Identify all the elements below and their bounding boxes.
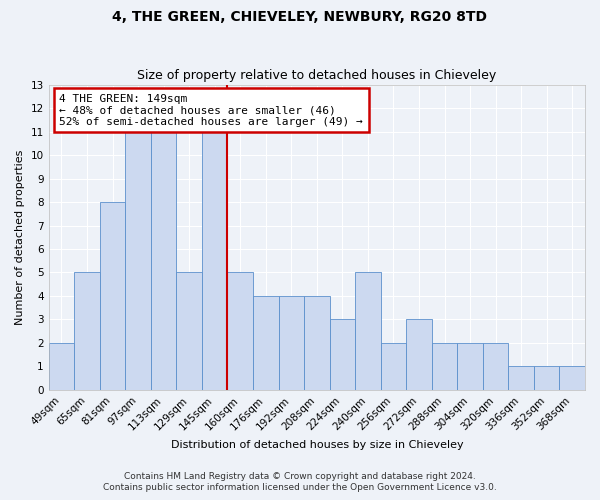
Bar [176, 272, 202, 390]
Y-axis label: Number of detached properties: Number of detached properties [15, 150, 25, 325]
Title: Size of property relative to detached houses in Chieveley: Size of property relative to detached ho… [137, 69, 496, 82]
Bar [432, 343, 457, 390]
Bar [329, 320, 355, 390]
Bar [74, 272, 100, 390]
Bar [534, 366, 559, 390]
Bar [151, 132, 176, 390]
Bar [406, 320, 432, 390]
Bar [278, 296, 304, 390]
Bar [100, 202, 125, 390]
Bar [125, 132, 151, 390]
Bar [380, 343, 406, 390]
Text: 4, THE GREEN, CHIEVELEY, NEWBURY, RG20 8TD: 4, THE GREEN, CHIEVELEY, NEWBURY, RG20 8… [113, 10, 487, 24]
Bar [508, 366, 534, 390]
Bar [355, 272, 380, 390]
Bar [227, 272, 253, 390]
Bar [49, 343, 74, 390]
Bar [253, 296, 278, 390]
Text: Contains HM Land Registry data © Crown copyright and database right 2024.
Contai: Contains HM Land Registry data © Crown c… [103, 472, 497, 492]
Bar [202, 132, 227, 390]
Bar [559, 366, 585, 390]
Text: 4 THE GREEN: 149sqm
← 48% of detached houses are smaller (46)
52% of semi-detach: 4 THE GREEN: 149sqm ← 48% of detached ho… [59, 94, 363, 127]
Bar [457, 343, 483, 390]
X-axis label: Distribution of detached houses by size in Chieveley: Distribution of detached houses by size … [170, 440, 463, 450]
Bar [483, 343, 508, 390]
Bar [304, 296, 329, 390]
